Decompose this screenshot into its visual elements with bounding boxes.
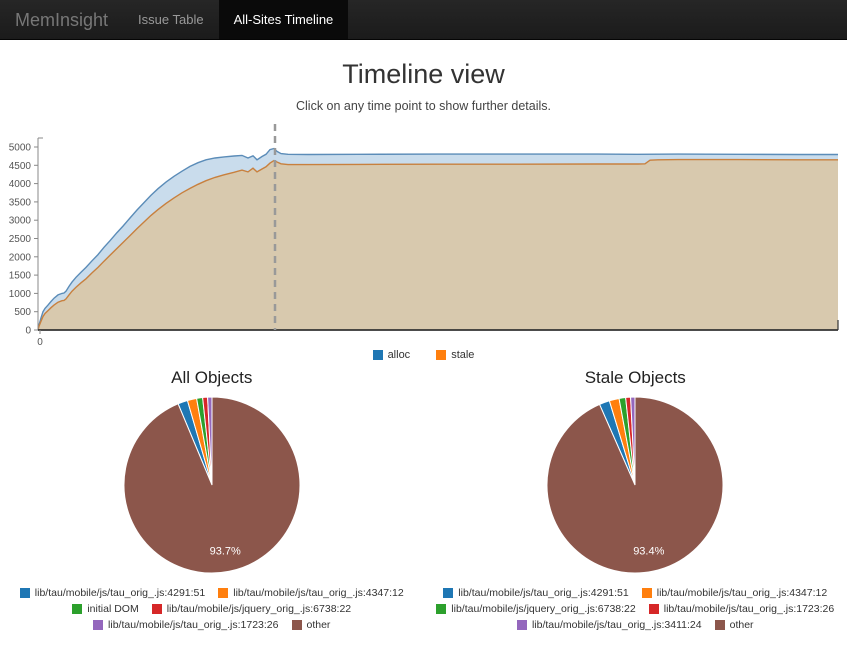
pie-legend-row: lib/tau/mobile/js/tau_orig_.js:4291:51 li…: [19, 587, 404, 599]
pie-legend-item: lib/tau/mobile/js/tau_orig_.js:1723:26: [648, 603, 835, 615]
y-tick-label: 5000: [9, 143, 32, 154]
pie-block-stale-objects: Stale Objects 93.4% lib/tau/mobile/js/ta…: [424, 368, 847, 631]
y-tick-label: 1500: [9, 271, 32, 282]
tab-all-sites-timeline[interactable]: All-Sites Timeline: [218, 0, 349, 39]
pie-legend-item: initial DOM: [72, 603, 139, 615]
pie-legend-row: lib/tau/mobile/js/tau_orig_.js:3411:24 ot…: [516, 619, 754, 631]
pie-legend-item: lib/tau/mobile/js/tau_orig_.js:1723:26: [93, 619, 279, 631]
legend-item-alloc: alloc: [372, 349, 411, 361]
pie-legend-row: initial DOM lib/tau/mobile/js/jquery_orig…: [72, 603, 351, 615]
pie-pct-label: 93.4%: [633, 545, 664, 557]
y-tick-label: 0: [25, 326, 31, 337]
legend-swatch: [151, 604, 162, 614]
legend-swatch: [443, 588, 454, 598]
legend-swatch: [648, 604, 659, 614]
y-tick-label: 3000: [9, 216, 32, 227]
pie-legend-item: lib/tau/mobile/js/jquery_orig_.js:6738:2…: [436, 603, 636, 615]
pie-legend-row: lib/tau/mobile/js/jquery_orig_.js:6738:2…: [436, 603, 834, 615]
y-tick-label: 4500: [9, 161, 32, 172]
timeline-legend: alloc stale: [0, 349, 847, 361]
stale-line: [37, 158, 838, 331]
pie-legend-row: lib/tau/mobile/js/tau_orig_.js:1723:26 ot…: [93, 619, 330, 631]
timeline-chart[interactable]: 0 500 1000 1500 2000 2500 3000 3500 4000 4500 5000…: [0, 118, 847, 353]
legend-label: lib/tau/mobile/js/tau_orig_.js:4347:12: [233, 587, 404, 599]
legend-swatch: [19, 588, 30, 598]
legend-swatch: [641, 588, 652, 598]
legend-swatch: [291, 620, 302, 630]
page-subtitle: Click on any time point to show further …: [296, 99, 551, 113]
legend-label: lib/tau/mobile/js/jquery_orig_.js:6738:2…: [451, 603, 636, 615]
pie-svg-all-objects: 93.7%: [123, 396, 301, 574]
x-tick-label: 0: [37, 337, 43, 348]
pie-charts-section: All Objects 93.7% lib/tau/mobile/js/tau_…: [0, 368, 847, 631]
legend-item-stale: stale: [436, 349, 474, 361]
pie-legend-item: lib/tau/mobile/js/tau_orig_.js:3411:24: [516, 619, 702, 631]
y-tick-label: 1000: [9, 289, 32, 300]
legend-label: lib/tau/mobile/js/tau_orig_.js:3411:24: [531, 619, 702, 631]
pie-legend-item: other: [291, 619, 331, 631]
pie-legend-item: lib/tau/mobile/js/jquery_orig_.js:6738:2…: [151, 603, 352, 615]
legend-swatch: [714, 620, 725, 630]
alloc-line: [37, 147, 838, 331]
legend-label: other: [306, 619, 331, 631]
legend-label: lib/tau/mobile/js/tau_orig_.js:1723:26: [108, 619, 279, 631]
pie-legend-item: lib/tau/mobile/js/tau_orig_.js:4291:51: [443, 587, 629, 599]
legend-label: lib/tau/mobile/js/jquery_orig_.js:6738:2…: [166, 603, 352, 615]
stale-legend-label: stale: [451, 349, 475, 361]
app-brand[interactable]: MemInsight: [15, 10, 109, 30]
y-tick-label: 2500: [9, 234, 32, 245]
pie-stale-objects: 93.4%: [530, 389, 740, 581]
legend-swatch: [436, 604, 447, 614]
pie-legend-item: lib/tau/mobile/js/tau_orig_.js:4347:12: [218, 587, 404, 599]
pie-title-stale-objects: Stale Objects: [584, 368, 686, 387]
navbar: MemInsight Issue Table All-Sites Timelin…: [0, 0, 847, 40]
legend-swatch: [218, 588, 229, 598]
legend-label: lib/tau/mobile/js/tau_orig_.js:4291:51: [34, 587, 206, 599]
stale-swatch: [436, 350, 447, 360]
pie-slice: [123, 396, 301, 574]
pie-title-all-objects: All Objects: [171, 368, 253, 387]
legend-label: initial DOM: [87, 603, 139, 615]
timeline-svg[interactable]: 0 500 1000 1500 2000 2500 3000 3500 4000 4500 5000…: [0, 118, 847, 353]
pie-block-all-objects: All Objects 93.7% lib/tau/mobile/js/tau_…: [0, 368, 424, 631]
legend-label: other: [729, 619, 754, 631]
alloc-legend-label: alloc: [387, 349, 411, 361]
page-title: Timeline view: [342, 59, 505, 89]
legend-label: lib/tau/mobile/js/tau_orig_.js:4347:12: [656, 587, 828, 599]
pie-legend-item: other: [714, 619, 754, 631]
legend-swatch: [72, 604, 83, 614]
tab-issue-table[interactable]: Issue Table: [138, 12, 204, 27]
pie-pct-label: 93.7%: [209, 546, 240, 558]
pie-all-objects: 93.7%: [107, 389, 317, 581]
stale-area: [38, 159, 838, 330]
pie-legend-row: lib/tau/mobile/js/tau_orig_.js:4291:51 li…: [443, 587, 827, 599]
pie-svg-stale-objects: 93.4%: [546, 396, 724, 574]
y-tick-label: 2000: [9, 252, 32, 263]
y-tick-label: 4000: [9, 179, 32, 190]
legend-swatch: [93, 620, 104, 630]
legend-label: lib/tau/mobile/js/tau_orig_.js:4291:51: [458, 587, 629, 599]
alloc-swatch: [372, 350, 383, 360]
y-tick-label: 3500: [9, 197, 32, 208]
y-tick-label: 500: [14, 307, 31, 318]
pie-slice: [546, 396, 724, 574]
legend-label: lib/tau/mobile/js/tau_orig_.js:1723:26: [663, 603, 835, 615]
pie-legend-item: lib/tau/mobile/js/tau_orig_.js:4291:51: [19, 587, 206, 599]
legend-swatch: [516, 620, 527, 630]
pie-legend-item: lib/tau/mobile/js/tau_orig_.js:4347:12: [641, 587, 828, 599]
